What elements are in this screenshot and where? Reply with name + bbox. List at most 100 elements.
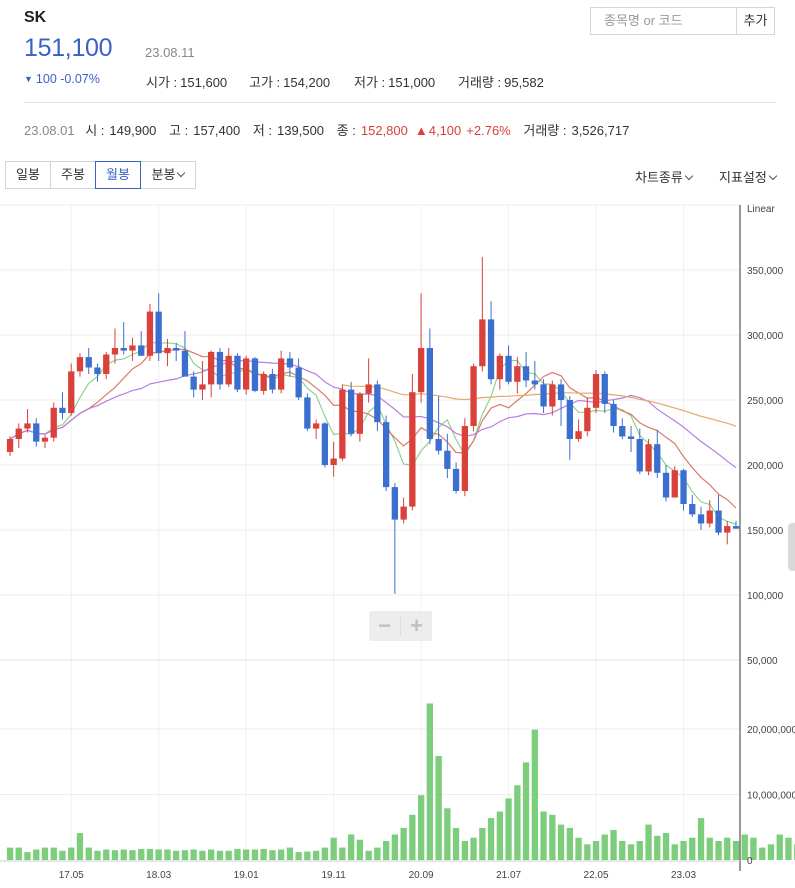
up-arrow-icon: ▲ [414,123,428,138]
tab-minute[interactable]: 분봉 [140,161,196,189]
candle-body [6,439,14,452]
candle-body [619,426,626,437]
volume-bar [662,833,670,860]
candle-body [487,319,495,380]
zoom-in-button[interactable]: + [410,613,423,638]
volume-bar [426,703,433,860]
volume-bar [741,834,748,860]
price-tick-label: 250,000 [747,396,784,407]
volume-bar [111,850,119,860]
candle-body [225,355,232,385]
moving-average-line-5 [9,341,737,525]
candle-body [636,439,643,472]
candle-body [531,380,538,385]
volume-bar [190,849,197,860]
tab-monthly[interactable]: 월봉 [95,161,141,189]
candle-body [85,357,92,368]
volume-bar [15,847,22,860]
candle-body [601,374,608,404]
candle-body [330,458,337,465]
time-tick-label: 20.09 [409,870,434,881]
volume: 거래량 :95,582 [458,72,544,91]
candle-body [59,407,66,413]
moving-average-line-60 [342,384,737,427]
volume-bar [251,849,259,860]
volume-bar [68,847,75,860]
volume-bar [348,834,355,860]
candle-body [243,358,250,390]
add-button[interactable]: 추가 [736,7,775,35]
candle-body [592,374,600,408]
indicator-dropdown[interactable]: 지표설정 [719,167,778,186]
candle-body [365,384,372,394]
volume-bar [592,841,600,860]
chevron-down-icon [768,171,778,181]
candle-body [68,371,75,413]
time-tick-label: 18.03 [146,870,171,881]
volume-bar [505,798,512,860]
low-label: 저가 : [354,75,386,90]
volume-bar [584,844,591,860]
volume-bar [409,814,416,860]
chevron-down-icon [177,168,186,178]
candle-body [208,351,215,385]
indicator-label: 지표설정 [719,170,767,185]
candle-body [409,392,416,507]
time-tick-label: 19.01 [234,870,259,881]
search-input[interactable]: 종목명 or 코드 [590,7,737,35]
zoom-out-button[interactable]: − [378,613,391,638]
volume-bar [103,849,110,860]
candle-close: 152,800 [360,123,408,138]
candle-body [199,384,206,390]
candle-open: 149,900 [109,123,157,138]
candle-date: 23.08.01 [24,123,75,138]
low-price: 저가 :151,000 [354,72,435,91]
candle-body [400,506,407,520]
candle-body [680,470,687,504]
volume-bar [566,827,573,860]
volume-bar [724,837,731,860]
chart-type-dropdown[interactable]: 차트종류 [635,167,694,186]
volume-bar [706,837,713,860]
candle-body [662,472,670,498]
volume-bar [540,811,547,860]
scroll-handle[interactable] [788,523,795,571]
volume-bar [120,849,127,860]
time-tick-label: 21.07 [496,870,521,881]
current-price: 151,100 [24,34,113,62]
candle-body [164,348,171,354]
tab-daily[interactable]: 일봉 [5,161,51,189]
tab-weekly[interactable]: 주봉 [50,161,96,189]
candle-body [181,350,189,377]
candle-change-pct: +2.76% [466,123,511,138]
time-tick-label: 22.05 [584,870,609,881]
candle-body [260,374,267,391]
candlestick-chart[interactable]: Linear 350,000 300,000 250,000 200,000 150,00… [0,197,795,888]
chart-area[interactable]: Linear 350,000 300,000 250,000 200,000 150,00… [0,197,795,888]
volume-bar [295,852,302,860]
volume-label: 거래량 : [458,75,502,90]
volume-bar [645,824,652,860]
volume-bar [531,729,538,860]
candle-body [313,423,320,429]
volume-bar [514,785,521,860]
candle-body [190,376,197,390]
candle-body [304,397,311,429]
candle-body [295,367,302,398]
price-change: ▼ 100 -0.07% [24,72,100,86]
volume-bar [260,848,267,860]
price-date: 23.08.11 [145,45,195,60]
candle-body [50,407,57,438]
volume-bar [321,847,328,860]
chevron-down-icon [684,171,694,181]
candle-body [505,355,512,382]
candle-body [173,348,180,351]
candle-body [94,367,101,374]
candle-body [155,311,162,354]
candle-body [339,389,346,459]
volume-bar [216,850,224,860]
candle-body [103,354,110,374]
volume-bar [146,848,154,860]
candle-close-label: 종 : [336,123,356,138]
candle-body [278,358,285,390]
